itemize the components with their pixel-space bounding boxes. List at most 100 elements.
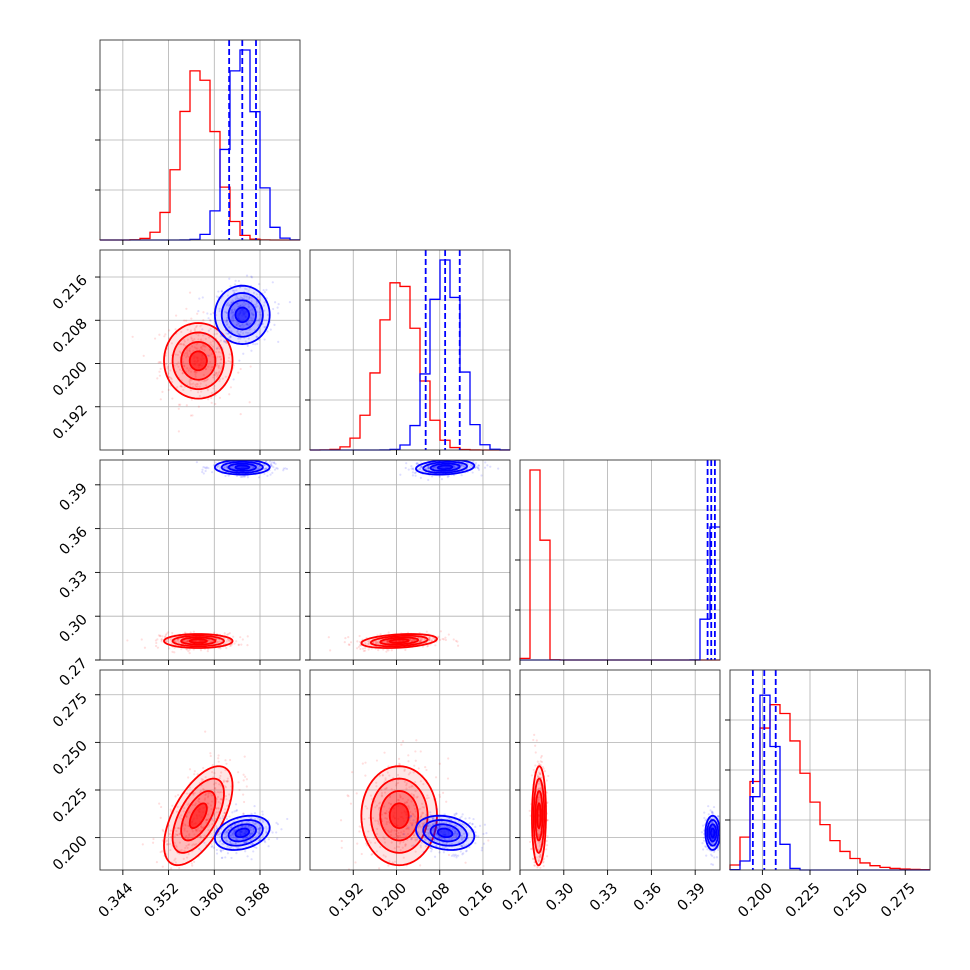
- sample-point: [175, 640, 178, 643]
- sample-point: [227, 325, 230, 328]
- sample-point: [412, 794, 415, 797]
- sample-point: [176, 833, 179, 837]
- sample-point: [220, 856, 223, 860]
- sample-point: [402, 840, 405, 844]
- sample-point: [232, 364, 235, 367]
- sample-point: [240, 826, 243, 829]
- sample-point: [359, 647, 362, 651]
- sample-point: [419, 476, 422, 479]
- sample-point: [389, 833, 393, 837]
- sample-point: [214, 371, 218, 374]
- sample-point: [535, 739, 538, 742]
- sample-point: [443, 837, 446, 840]
- sample-point: [163, 335, 166, 338]
- sample-point: [262, 304, 266, 307]
- sample-point: [538, 772, 542, 775]
- sample-point: [224, 361, 227, 364]
- sample-point: [246, 295, 249, 298]
- sample-point: [418, 823, 421, 826]
- sample-point: [194, 802, 197, 805]
- red-contour: [369, 777, 429, 854]
- sample-point: [212, 373, 215, 377]
- y-tick-label: 0.192: [50, 402, 91, 443]
- sample-point: [233, 828, 237, 832]
- sample-point: [417, 767, 420, 770]
- sample-point: [428, 835, 431, 838]
- sample-point: [463, 844, 466, 847]
- sample-point: [266, 330, 269, 333]
- blue-contour: [220, 460, 264, 474]
- sample-point: [192, 792, 195, 795]
- sample-point: [267, 845, 270, 848]
- sample-point: [131, 335, 134, 338]
- sample-point: [197, 310, 200, 313]
- sample-point: [400, 743, 403, 746]
- sample-point: [237, 781, 240, 784]
- sample-point: [173, 859, 176, 862]
- sample-point: [537, 855, 541, 858]
- sample-point: [157, 361, 160, 364]
- sample-point: [253, 805, 256, 808]
- sample-point: [429, 824, 432, 827]
- sample-point: [184, 823, 187, 826]
- sample-point: [174, 795, 177, 798]
- sample-point: [412, 468, 415, 471]
- sample-point: [188, 786, 191, 789]
- sample-point: [711, 837, 714, 840]
- sample-point: [212, 814, 216, 817]
- sample-point: [252, 314, 255, 317]
- sample-point: [249, 826, 253, 829]
- sample-point: [195, 828, 198, 831]
- sample-point: [452, 466, 455, 470]
- sample-point: [219, 802, 222, 805]
- sample-point: [381, 774, 384, 777]
- sample-point: [188, 648, 191, 651]
- sample-point: [383, 837, 386, 841]
- sample-point: [180, 848, 183, 852]
- sample-point: [250, 275, 253, 278]
- sample-point: [197, 334, 200, 337]
- sample-point: [216, 795, 220, 799]
- sample-point: [364, 642, 367, 646]
- sample-point: [412, 819, 415, 822]
- sample-point: [462, 832, 465, 835]
- sample-point: [216, 375, 219, 378]
- sample-point: [233, 642, 236, 645]
- sample-point: [539, 878, 541, 880]
- sample-point: [711, 816, 715, 820]
- sample-point: [396, 773, 400, 777]
- sample-point: [212, 387, 215, 390]
- sample-point: [210, 800, 214, 803]
- sample-point: [411, 471, 415, 474]
- sample-point: [183, 829, 186, 832]
- sample-point: [188, 872, 190, 874]
- sample-point: [371, 852, 374, 856]
- sample-point: [225, 319, 229, 322]
- sample-point: [207, 466, 210, 470]
- sample-point: [200, 346, 203, 349]
- sample-point: [189, 389, 192, 392]
- sample-point: [364, 774, 367, 777]
- red-contour: [188, 638, 208, 644]
- sample-point: [260, 315, 263, 318]
- sample-point: [204, 793, 207, 797]
- sample-point: [465, 825, 468, 829]
- sample-point: [201, 296, 204, 299]
- sample-point: [384, 812, 387, 815]
- sample-point: [709, 809, 712, 812]
- sample-point: [205, 467, 208, 470]
- sample-point: [536, 866, 539, 869]
- sample-point: [186, 338, 190, 341]
- sample-point: [194, 326, 198, 329]
- sample-point: [228, 815, 231, 818]
- sample-point: [218, 791, 221, 794]
- sample-point: [425, 768, 428, 772]
- sample-point: [537, 798, 540, 801]
- sample-point: [212, 783, 216, 786]
- sample-point: [230, 317, 233, 320]
- sample-point: [217, 464, 220, 467]
- sample-point: [528, 840, 532, 844]
- sample-point: [168, 376, 171, 379]
- sample-point: [205, 821, 208, 824]
- sample-point: [713, 850, 716, 853]
